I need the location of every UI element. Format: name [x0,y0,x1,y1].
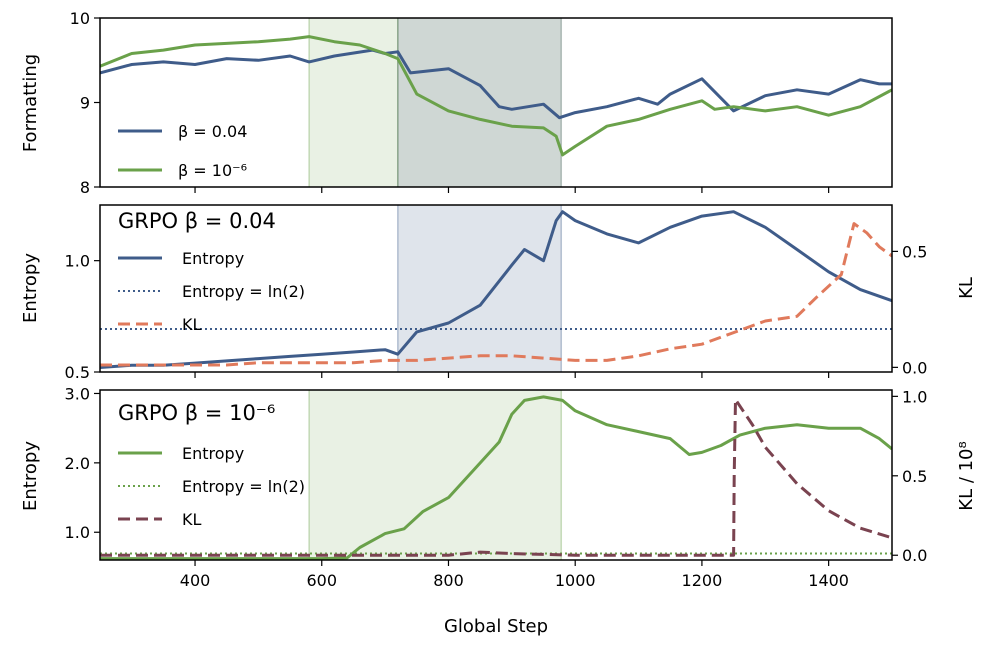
grpo_1e6-ytick-label: 3.0 [65,384,90,403]
xtick-label: 1000 [555,571,596,590]
tick-layer: 8 9 10 0.5 1.0 0.0 0.5 1.0 2.0 3.0 0.0 0.5 1.0 400 600… [65,9,928,590]
formatting-main-series-line [100,35,892,157]
grpo_004-ytick-right-label: 0.5 [902,242,927,261]
formatting-main-series-line [100,48,892,120]
grpo-004-legend: Entropy Entropy = ln(2) KL [118,249,305,334]
grpo_1e6-axes-frame [99,389,893,561]
formatting-shaded-region [397,18,562,187]
grpo-1e6-ylabel-right: KL / 10⁸ [956,441,977,510]
grpo_004-series-group [100,210,892,369]
formatting-ylabel: Formatting [20,54,41,152]
formatting-ytick-label: 9 [80,94,90,113]
legend-label-kl: KL [182,315,201,334]
frame-layer [99,17,893,561]
formatting-series-group [100,35,892,157]
legend-label-beta-004: β = 0.04 [178,122,247,141]
grpo-004-ylabel-right: KL [956,277,977,299]
legend-label-entropy: Entropy [182,444,244,463]
legend-label-entropy: Entropy [182,249,244,268]
grpo_004-ytick-right-label: 0.0 [902,358,927,377]
grpo_004-shaded-region [397,205,562,372]
grpo_1e6-series-group [100,395,892,560]
legend-label-ln2: Entropy = ln(2) [182,282,305,301]
xtick-label: 1200 [682,571,723,590]
series-layer [100,35,892,560]
grpo_004-kl-series-line [100,222,892,367]
grpo_1e6-ytick-right-label: 0.0 [902,546,927,565]
grpo_1e6-main-series-line [100,395,892,560]
grpo_1e6-ytick-right-label: 0.5 [902,467,927,486]
legend-label-ln2: Entropy = ln(2) [182,477,305,496]
formatting-ytick-label: 10 [70,9,90,28]
grpo_004-ytick-label: 0.5 [65,363,90,382]
xtick-label: 400 [180,571,211,590]
grpo-004-title: GRPO β = 0.04 [118,209,276,233]
grpo-1e6-ylabel: Entropy [20,441,41,511]
formatting-shaded-region [309,18,398,187]
grpo_004-axes-frame [99,204,893,373]
grpo_1e6-shaded-region [309,390,562,560]
grpo-1e6-legend: Entropy Entropy = ln(2) KL [118,444,305,529]
grpo_004-main-series-line [100,210,892,369]
xtick-label: 1400 [808,571,849,590]
x-axis-label: Global Step [444,616,548,637]
grpo_1e6-ytick-label: 1.0 [65,523,90,542]
grpo_1e6-ytick-label: 2.0 [65,454,90,473]
xtick-label: 800 [433,571,464,590]
legend-label-kl: KL [182,510,201,529]
grpo-004-ylabel: Entropy [20,253,41,323]
shading-layer [308,18,563,560]
formatting-ytick-label: 8 [80,178,90,197]
grpo_004-ytick-label: 1.0 [65,252,90,271]
xtick-label: 600 [306,571,337,590]
grpo-1e6-title: GRPO β = 10⁻⁶ [118,401,275,425]
formatting-legend: β = 0.04 β = 10⁻⁶ [118,122,247,180]
legend-label-beta-1e6: β = 10⁻⁶ [178,161,247,180]
grpo_1e6-ytick-right-label: 1.0 [902,387,927,406]
grpo_1e6-kl-series-line [100,398,892,557]
